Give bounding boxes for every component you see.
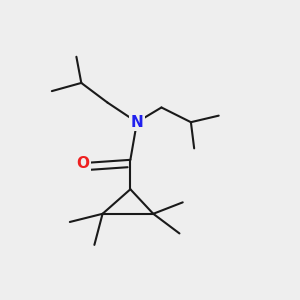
Text: N: N	[130, 115, 143, 130]
Text: O: O	[76, 156, 89, 171]
